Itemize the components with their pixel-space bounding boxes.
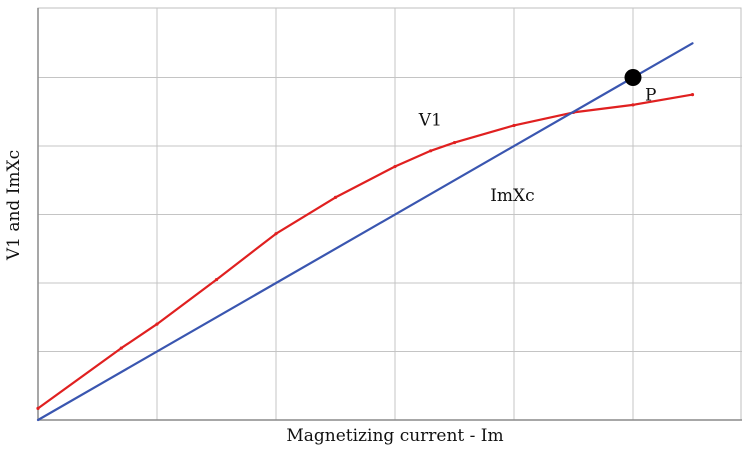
data-point-v1 <box>214 277 219 282</box>
data-point-v1 <box>155 322 159 326</box>
data-point-v1 <box>333 195 338 199</box>
data-point-v1 <box>36 406 40 410</box>
data-point-v1 <box>429 149 433 153</box>
data-point-v1 <box>690 93 695 97</box>
series-label-v1: V1 <box>418 110 442 130</box>
data-point-v1 <box>512 123 516 128</box>
series-line-imxc <box>36 42 694 422</box>
data-point-v1 <box>274 232 278 236</box>
data-point-v1 <box>393 164 397 169</box>
series-label-imxc: ImXc <box>490 186 534 206</box>
point-label-p: P <box>645 86 656 106</box>
data-point-v1 <box>119 346 123 350</box>
annotations: P <box>624 69 656 106</box>
data-point-v1 <box>452 140 457 145</box>
series-lines: V1 ImXc <box>36 42 695 422</box>
point-marker-p <box>624 69 642 86</box>
y-axis-label: V1 and ImXc <box>4 150 24 261</box>
data-point-v1 <box>631 103 635 107</box>
x-axis-label: Magnetizing current - Im <box>286 426 503 446</box>
